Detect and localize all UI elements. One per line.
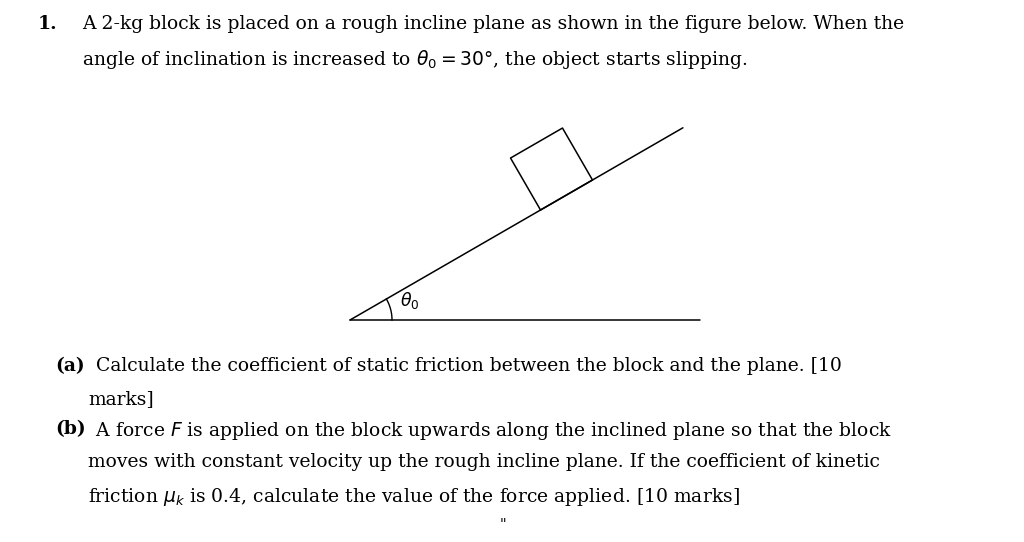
Text: (b): (b) — [55, 420, 86, 438]
Text: 1.: 1. — [38, 15, 57, 33]
Text: angle of inclination is increased to $\theta_0 = 30°$, the object starts slippin: angle of inclination is increased to $\t… — [82, 48, 748, 71]
Text: moves with constant velocity up the rough incline plane. If the coefficient of k: moves with constant velocity up the roug… — [88, 453, 880, 471]
Text: A force $F$ is applied on the block upwards along the inclined plane so that the: A force $F$ is applied on the block upwa… — [90, 420, 892, 442]
Text: friction $\mu_k$ is 0.4, calculate the value of the force applied. [10 marks]: friction $\mu_k$ is 0.4, calculate the v… — [88, 486, 739, 508]
Text: ": " — [500, 518, 507, 532]
Text: $\theta_0$: $\theta_0$ — [400, 290, 420, 311]
Text: A 2-kg block is placed on a rough incline plane as shown in the figure below. Wh: A 2-kg block is placed on a rough inclin… — [82, 15, 904, 33]
Text: Calculate the coefficient of static friction between the block and the plane. [1: Calculate the coefficient of static fric… — [90, 357, 842, 375]
Text: marks]: marks] — [88, 390, 154, 408]
Text: (a): (a) — [55, 357, 85, 375]
